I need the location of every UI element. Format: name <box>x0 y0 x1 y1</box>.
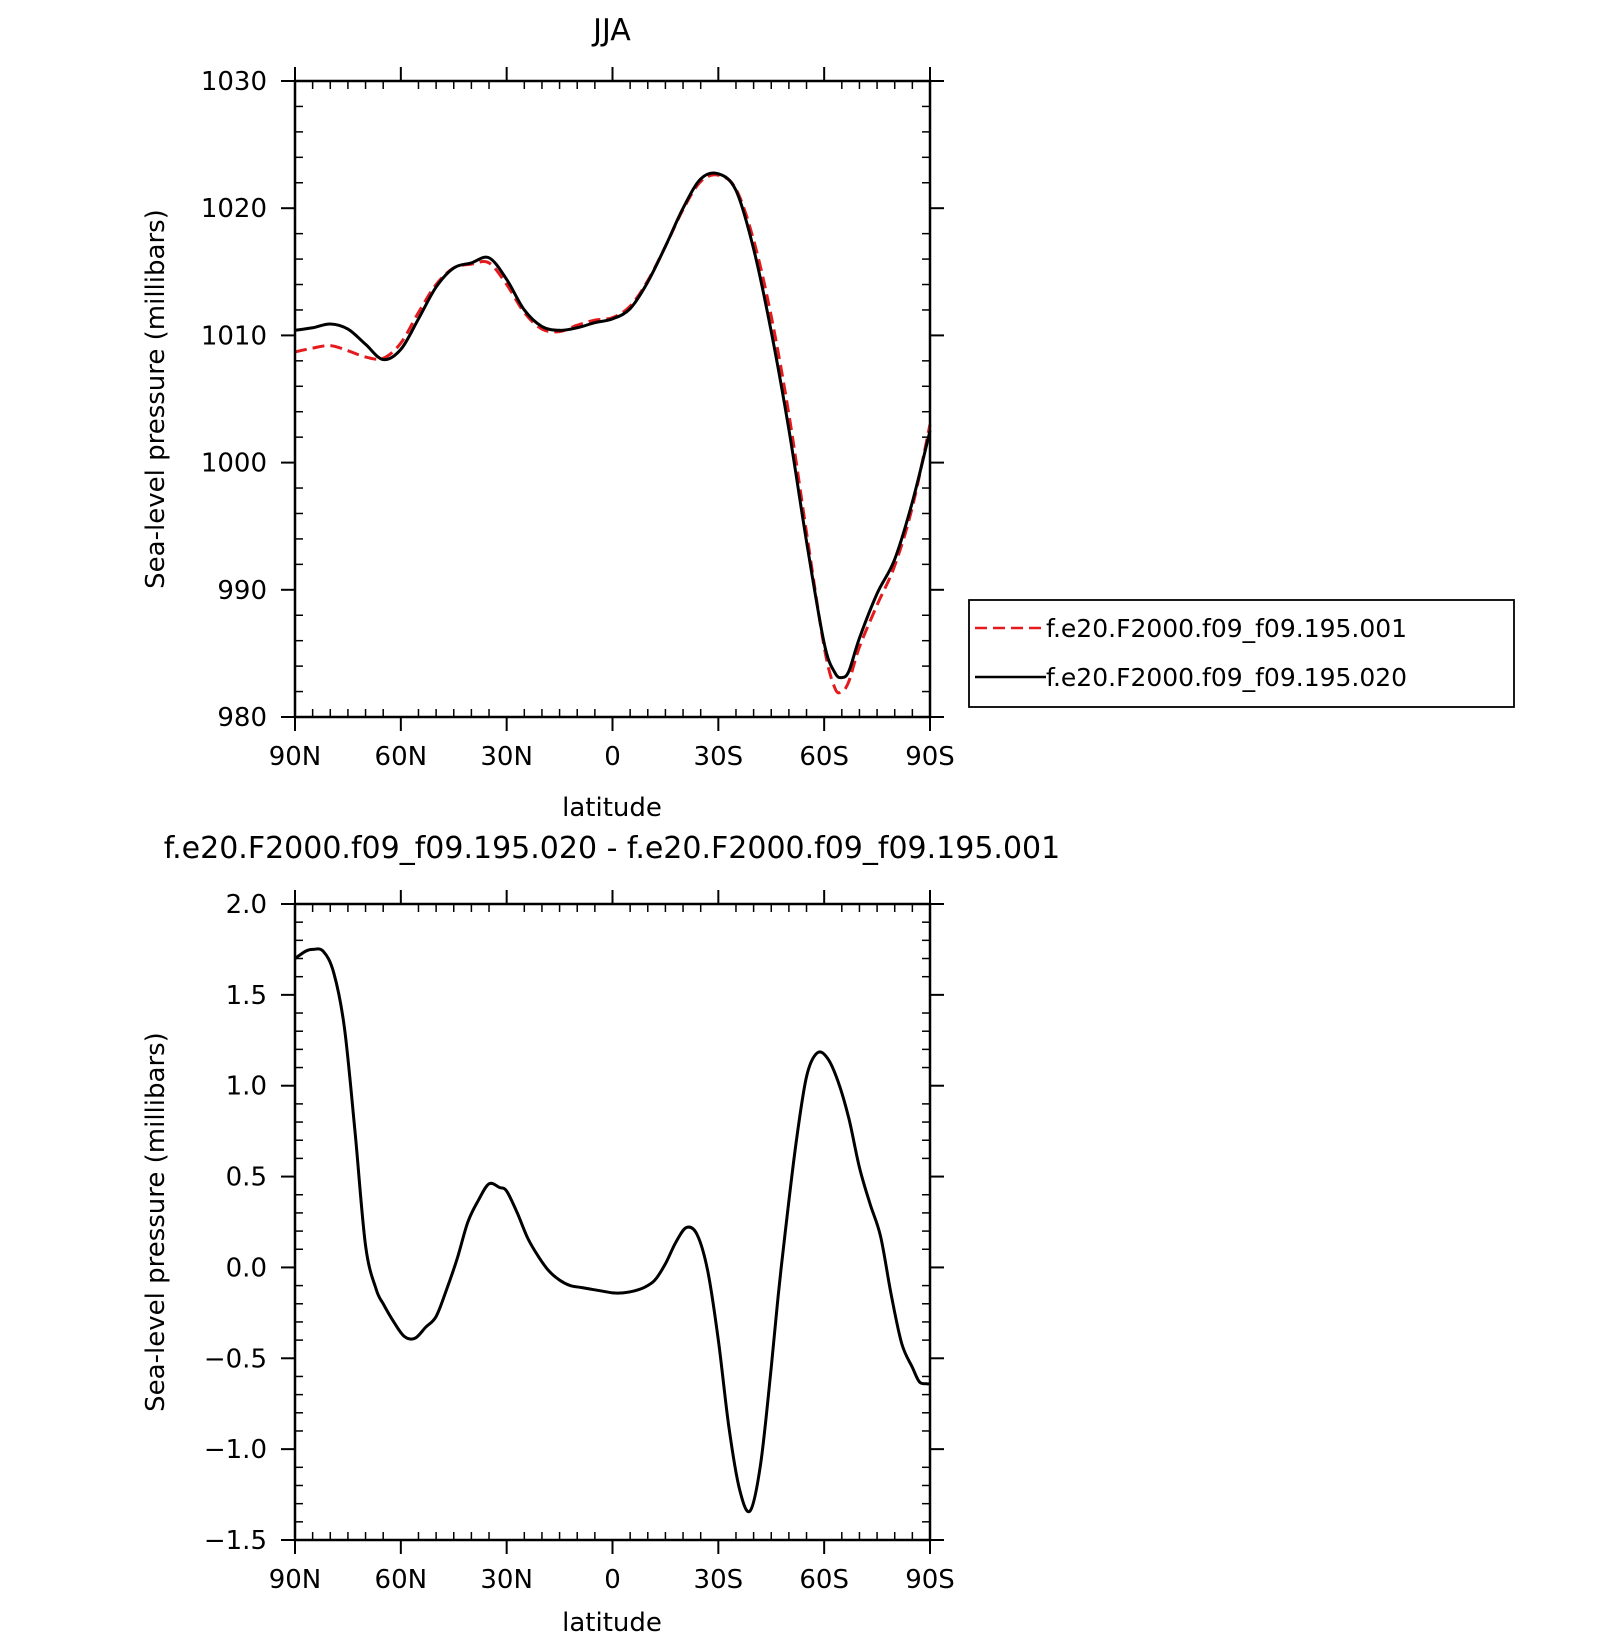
panel-top-chart: JJA 980 990 1000 1010 1020 1030 90N 60N 30N 0 30S… <box>141 13 1515 823</box>
bottom-x-tick-labels: 90N 60N 30N 0 30S 60S 90S <box>269 1565 955 1595</box>
x-tick-label: 30S <box>694 1565 744 1595</box>
legend-frame <box>968 599 1515 708</box>
x-tick-label: 90N <box>269 742 322 772</box>
bottom-plot-frame <box>293 902 932 1542</box>
legend: f.e20.F2000.f09_f09.195.001 f.e20.F2000.… <box>968 599 1515 708</box>
panel-bottom-chart: f.e20.F2000.f09_f09.195.020 - f.e20.F200… <box>141 831 1060 1635</box>
y-tick-label: −1.0 <box>204 1435 267 1465</box>
y-tick-label: 1010 <box>201 321 267 351</box>
x-tick-label: 60S <box>799 1565 849 1595</box>
series-line-1 <box>294 173 932 695</box>
x-tick-label: 30N <box>480 1565 533 1595</box>
bottom-y-axis-label: Sea-level pressure (millibars) <box>141 1032 171 1412</box>
x-tick-label: 30S <box>694 742 744 772</box>
y-tick-label: 1.5 <box>226 981 267 1011</box>
bottom-x-axis-label: latitude <box>562 1608 662 1635</box>
series-line-1 <box>294 947 931 1514</box>
top-plot-frame <box>293 79 932 719</box>
legend-label-series-2: f.e20.F2000.f09_f09.195.020 <box>1046 663 1407 692</box>
x-tick-label: 60N <box>375 1565 428 1595</box>
bottom-plot-area <box>294 947 931 1514</box>
x-tick-label: 0 <box>604 1565 621 1595</box>
y-tick-label: 2.0 <box>226 890 267 920</box>
chart-title-bottom: f.e20.F2000.f09_f09.195.020 - f.e20.F200… <box>164 831 1060 866</box>
top-x-axis-label: latitude <box>562 793 662 823</box>
top-x-tick-labels: 90N 60N 30N 0 30S 60S 90S <box>269 742 955 772</box>
x-tick-label: 30N <box>480 742 533 772</box>
top-axis-ticks <box>281 67 944 731</box>
top-y-axis-label: Sea-level pressure (millibars) <box>141 209 171 589</box>
y-tick-label: −0.5 <box>204 1344 267 1374</box>
bottom-axis-ticks <box>281 890 944 1554</box>
y-tick-label: 0.0 <box>226 1253 267 1283</box>
y-tick-label: 1020 <box>201 194 267 224</box>
legend-label-series-1: f.e20.F2000.f09_f09.195.001 <box>1046 614 1407 643</box>
x-tick-label: 0 <box>604 742 621 772</box>
x-tick-label: 60N <box>375 742 428 772</box>
top-plot-area <box>294 171 932 695</box>
x-tick-label: 60S <box>799 742 849 772</box>
series-line-2 <box>294 171 932 680</box>
chart-title-top: JJA <box>591 13 631 48</box>
bottom-y-tick-labels: 2.0 1.5 1.0 0.5 0.0 −0.5 −1.0 −1.5 <box>204 890 267 1556</box>
top-y-tick-labels: 980 990 1000 1010 1020 1030 <box>201 67 267 733</box>
y-tick-label: 990 <box>217 576 267 606</box>
x-tick-label: 90S <box>905 742 955 772</box>
y-tick-label: −1.5 <box>204 1526 267 1556</box>
x-tick-label: 90N <box>269 1565 322 1595</box>
y-tick-label: 1.0 <box>226 1072 267 1102</box>
x-tick-label: 90S <box>905 1565 955 1595</box>
y-tick-label: 1030 <box>201 67 267 97</box>
y-tick-label: 1000 <box>201 449 267 479</box>
y-tick-label: 980 <box>217 703 267 733</box>
y-tick-label: 0.5 <box>226 1163 267 1193</box>
